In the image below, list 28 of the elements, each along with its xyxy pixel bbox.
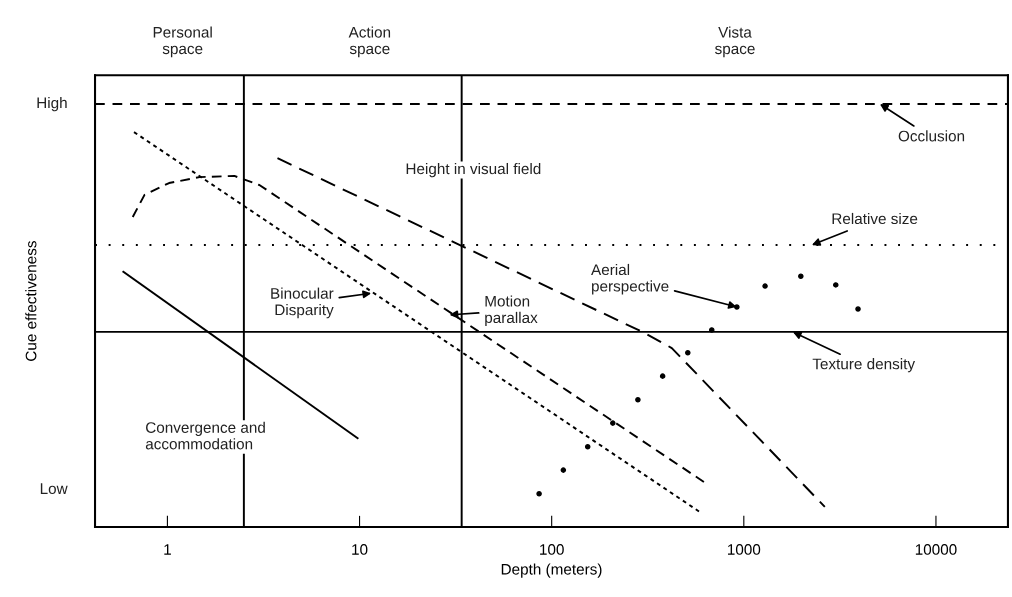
x-tick-label: 1 [164, 544, 171, 555]
text: Action space [348, 26, 391, 58]
text: Personal space [153, 26, 212, 58]
text: Low [40, 483, 68, 495]
annotation: Binocular Disparity [271, 287, 334, 319]
point [685, 350, 691, 356]
y-axis-title: Cue effectiveness [25, 241, 37, 361]
annotation: Height in visual field [406, 162, 541, 178]
text: High [37, 97, 67, 112]
point [734, 304, 740, 310]
point [584, 444, 591, 450]
x-tick-label: 10000 [915, 544, 957, 555]
point [536, 491, 542, 497]
point [560, 467, 567, 473]
point [610, 420, 616, 426]
x-tick-label: 1000 [727, 544, 761, 555]
point [635, 397, 641, 403]
annotation: Motion parallax [485, 295, 538, 327]
text: Vista space [715, 26, 755, 58]
point [659, 373, 666, 379]
annotation: Aerial perspective [591, 263, 669, 295]
annotation: Convergence and accommodation [145, 421, 265, 450]
annotation: Relative size [832, 212, 918, 225]
annotation: Occlusion [898, 130, 965, 142]
annotation: Texture density [812, 358, 916, 373]
x-tick-label: 100 [540, 544, 564, 555]
x-axis-title: Depth (meters) [501, 563, 602, 578]
x-tick-label: 10 [352, 544, 368, 555]
